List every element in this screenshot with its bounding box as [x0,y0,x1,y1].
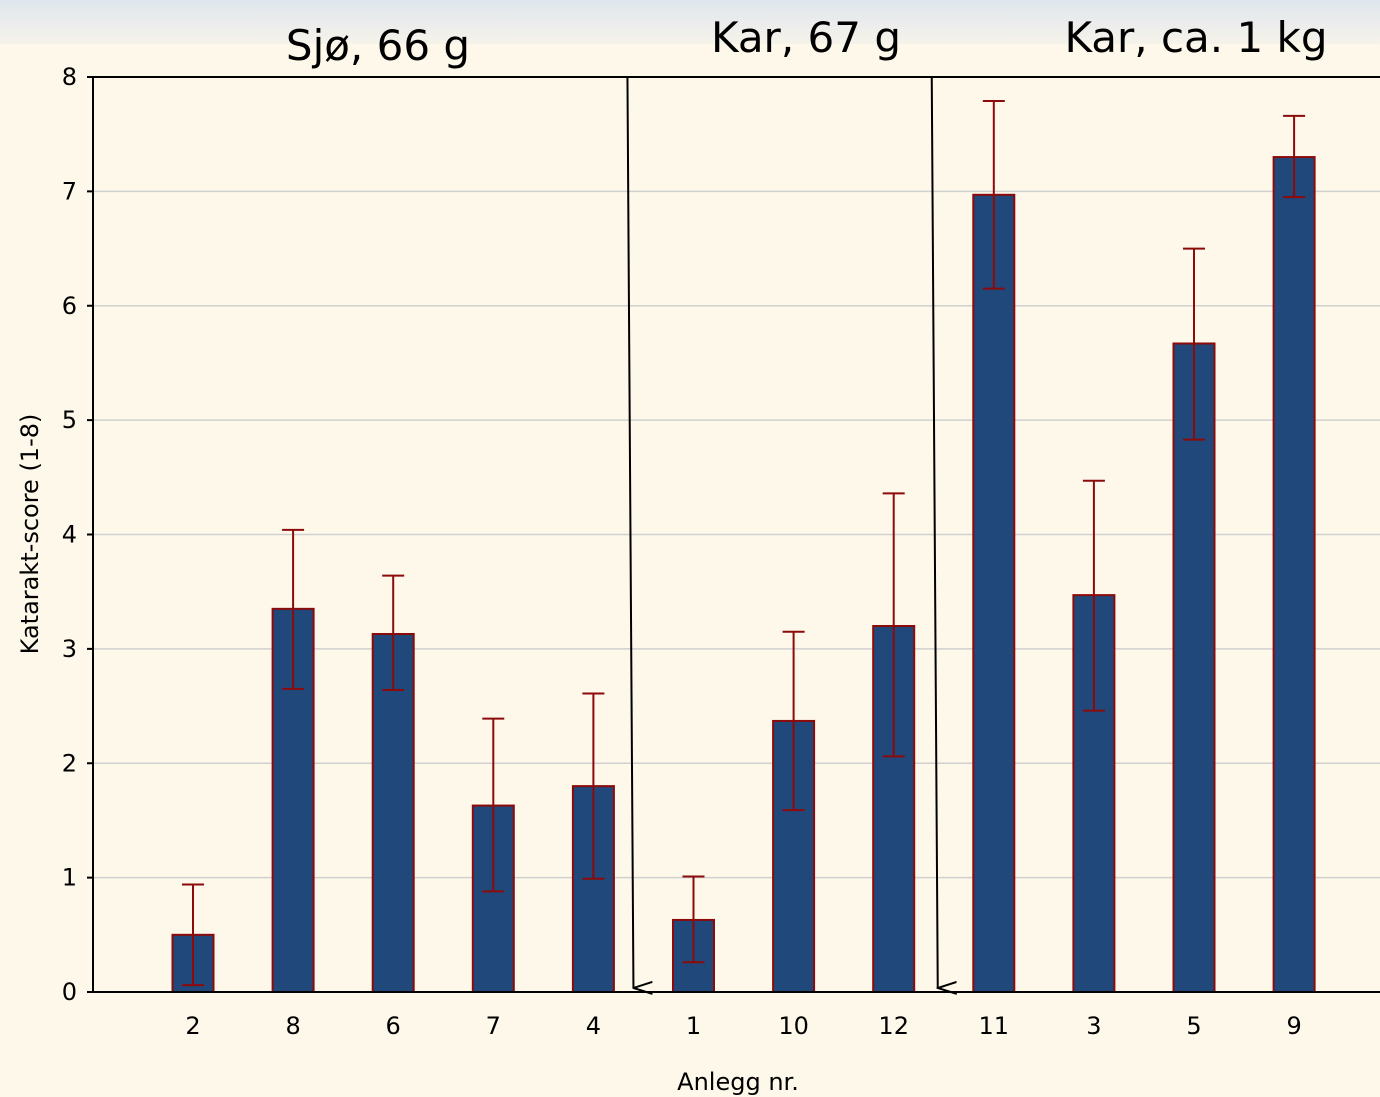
group-label: Sjø, 66 g [286,21,470,70]
group-label: Kar, ca. 1 kg [1064,13,1327,62]
x-tick-label: 8 [285,1012,300,1040]
x-tick-label: 10 [778,1012,809,1040]
y-tick-label: 8 [62,63,77,91]
top-band [0,0,1380,44]
x-tick-label: 2 [185,1012,200,1040]
y-tick-label: 1 [62,864,77,892]
x-tick-label: 1 [686,1012,701,1040]
bar [772,719,816,994]
bar [1172,342,1216,993]
y-tick-label: 0 [62,978,77,1006]
x-tick-label: 12 [878,1012,909,1040]
x-tick-label: 5 [1186,1012,1201,1040]
x-tick-label: 4 [586,1012,601,1040]
group-label: Kar, 67 g [711,13,901,62]
y-axis-title: Katarakt-score (1-8) [16,414,44,655]
x-tick-label: 7 [486,1012,501,1040]
y-tick-label: 5 [62,406,77,434]
y-tick-label: 6 [62,292,77,320]
x-tick-label: 9 [1286,1012,1301,1040]
x-tick-label: 11 [979,1012,1010,1040]
x-tick-label: 3 [1086,1012,1101,1040]
y-tick-label: 4 [62,521,77,549]
y-tick-label: 2 [62,749,77,777]
group-divider-arrow [930,76,938,988]
x-tick-label: 6 [386,1012,401,1040]
bar [972,193,1016,993]
y-tick-label: 7 [62,177,77,205]
bar [1272,156,1316,993]
group-divider-arrow [626,76,633,988]
y-tick-label: 3 [62,635,77,663]
x-axis-title: Anlegg nr. [677,1068,799,1096]
